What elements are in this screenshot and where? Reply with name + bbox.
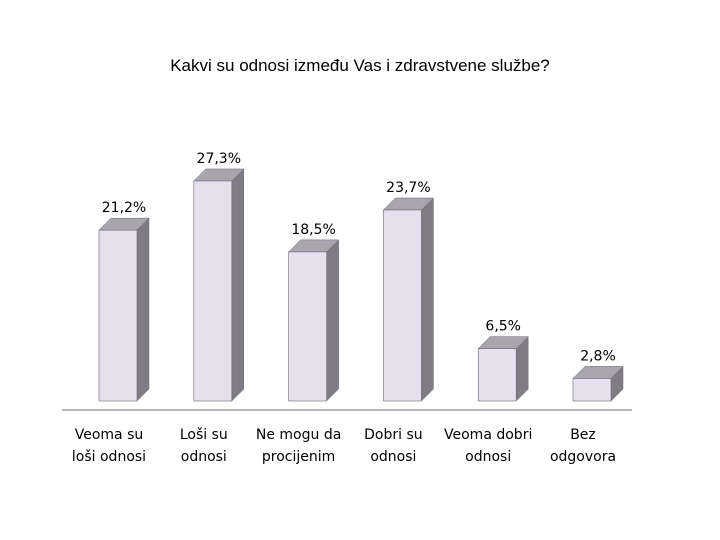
bar-side-face	[421, 197, 434, 402]
category-label-line: Bez	[570, 427, 596, 443]
bar-side-face	[231, 168, 245, 402]
category-label-line: loši odnosi	[71, 449, 147, 465]
data-label-6: 2,8%	[580, 348, 616, 364]
bar-front-face	[572, 378, 612, 402]
category-label-line: Veoma su	[74, 427, 144, 443]
bar-1	[98, 217, 150, 402]
data-label-2: 27,3%	[197, 151, 241, 167]
category-label-6: Bez odgovora	[533, 424, 633, 468]
data-label-1: 21,2%	[102, 200, 146, 216]
category-label-line: Loši su	[179, 427, 228, 443]
category-label-line: odnosi	[465, 449, 512, 465]
category-label-1: Veoma su loši odnosi	[59, 424, 159, 468]
category-label-line: odnosi	[180, 449, 227, 465]
bar-front-face	[383, 209, 422, 402]
bar-front-face	[193, 180, 233, 402]
data-label-3: 18,5%	[291, 222, 335, 238]
bar-2	[193, 168, 245, 402]
bar-front-face	[98, 229, 138, 402]
category-label-line: Dobri su	[364, 427, 423, 443]
category-label-line: odgovora	[549, 449, 617, 465]
category-label-2: Loši su odnosi	[154, 424, 254, 468]
category-label-4: Dobri su odnosi	[343, 424, 443, 468]
chart-title: Kakvi su odnosi između Vas i zdravstvene…	[170, 56, 550, 75]
category-label-line: odnosi	[370, 449, 417, 465]
bar-front-face	[477, 348, 517, 402]
bar-6	[572, 365, 624, 402]
bar-3	[287, 239, 340, 402]
category-label-line: procijenim	[261, 449, 336, 465]
category-label-line: Veoma dobri	[444, 427, 533, 443]
data-label-4: 23,7%	[386, 180, 430, 196]
data-label-5: 6,5%	[485, 319, 521, 335]
bar-5	[477, 336, 529, 402]
bar-4	[382, 197, 435, 402]
category-label-5: Veoma dobri odnosi	[438, 424, 538, 468]
bar-side-face	[136, 217, 150, 402]
bar-front-face	[288, 251, 327, 402]
bar-side-face	[326, 239, 339, 402]
category-label-3: Ne mogu da procijenim	[249, 424, 349, 468]
category-label-line: Ne mogu da	[255, 427, 342, 443]
